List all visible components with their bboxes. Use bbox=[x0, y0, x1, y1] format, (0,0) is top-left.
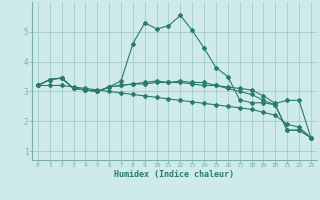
X-axis label: Humidex (Indice chaleur): Humidex (Indice chaleur) bbox=[115, 170, 234, 179]
